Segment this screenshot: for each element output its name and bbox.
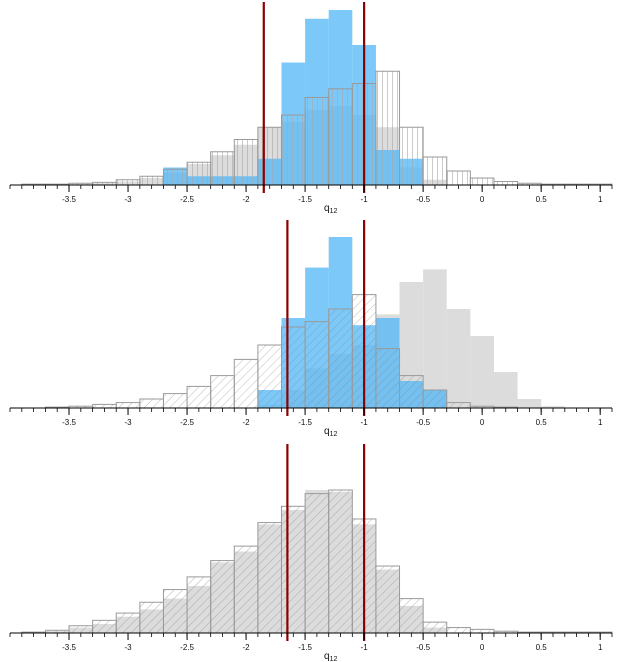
histogram-bar bbox=[328, 88, 353, 186]
x-tick-label: -2.5 bbox=[180, 643, 194, 652]
x-tick-label: -2 bbox=[243, 643, 251, 652]
x-tick-label: 0.5 bbox=[536, 195, 548, 204]
histogram-bar bbox=[422, 389, 448, 409]
histogram-bar bbox=[446, 402, 471, 409]
histogram-bar bbox=[115, 402, 141, 409]
x-axis-label: q12 bbox=[324, 203, 337, 215]
x-tick-label: -2 bbox=[243, 195, 251, 204]
x-tick-label: 0.5 bbox=[536, 418, 548, 427]
histogram-bar bbox=[257, 126, 282, 186]
histogram-bar bbox=[162, 168, 188, 186]
histogram-bar bbox=[517, 399, 542, 408]
histogram-bar bbox=[399, 126, 424, 186]
histogram-panel-top: -3.5 -3 -2.5 -2 -1.5 -1 -0.5 0 0.5 1 q12 bbox=[9, 2, 613, 215]
histogram-bar bbox=[257, 522, 282, 634]
histogram-bar bbox=[162, 393, 188, 409]
histogram-bar bbox=[280, 114, 306, 186]
x-tick-label: -0.5 bbox=[416, 643, 430, 652]
histogram-bar bbox=[210, 375, 235, 409]
x-axis-label-subscript: 12 bbox=[330, 431, 338, 438]
x-tick-label: -0.5 bbox=[416, 195, 430, 204]
x-tick-label: -1 bbox=[361, 195, 369, 204]
x-tick-label: -3 bbox=[124, 195, 132, 204]
histogram-bar bbox=[541, 406, 565, 408]
x-tick-label: 1 bbox=[598, 643, 603, 652]
x-tick-label: 1 bbox=[598, 418, 603, 427]
x-axis-label-subscript: 12 bbox=[330, 656, 338, 662]
histogram-bar bbox=[304, 493, 330, 634]
x-tick-label: -3 bbox=[124, 643, 132, 652]
histogram-panel-bottom: -3.5 -3 -2.5 -2 -1.5 -1 -0.5 0 0.5 1 q12 bbox=[9, 444, 613, 662]
histogram-bar bbox=[257, 344, 282, 409]
x-tick-label: 0 bbox=[480, 195, 485, 204]
histogram-bar bbox=[139, 398, 164, 409]
histogram-bar bbox=[186, 385, 212, 409]
histogram-bar bbox=[233, 358, 259, 409]
x-tick-label: -3 bbox=[124, 418, 132, 427]
histogram-bar bbox=[280, 505, 306, 634]
series-white-vertical-hatch bbox=[21, 70, 613, 186]
histogram-bar bbox=[186, 161, 212, 186]
histogram-bar bbox=[92, 619, 117, 634]
histogram-bar bbox=[493, 181, 519, 186]
histogram-bar bbox=[139, 601, 164, 634]
histogram-bar bbox=[280, 326, 306, 409]
histogram-bar bbox=[375, 565, 401, 634]
histogram-bar bbox=[115, 612, 141, 634]
histogram-bar bbox=[92, 403, 117, 409]
histogram-bar bbox=[446, 309, 471, 408]
histogram-bar bbox=[469, 177, 495, 186]
histogram-panel-middle: -3.5 -3 -2.5 -2 -1.5 -1 -0.5 0 0.5 1 q12 bbox=[9, 220, 613, 438]
histogram-bar bbox=[186, 576, 212, 634]
histogram-bar bbox=[399, 375, 424, 409]
histogram-bar bbox=[493, 372, 518, 408]
x-tick-label: -0.5 bbox=[416, 418, 430, 427]
x-axis-label-subscript: 12 bbox=[330, 208, 338, 215]
histogram-bar bbox=[470, 336, 494, 408]
x-tick-label: -2.5 bbox=[180, 418, 194, 427]
histogram-bar bbox=[210, 151, 235, 186]
histogram-bar bbox=[233, 139, 259, 186]
histogram-bar bbox=[328, 308, 353, 409]
histogram-bar bbox=[304, 97, 330, 186]
x-tick-label: 0 bbox=[480, 418, 485, 427]
histogram-bar bbox=[304, 321, 330, 409]
x-tick-label: -3.5 bbox=[62, 418, 76, 427]
histogram-bar bbox=[139, 175, 164, 186]
x-tick-label: 0 bbox=[480, 643, 485, 652]
x-tick-label: -3.5 bbox=[62, 195, 76, 204]
histogram-bar bbox=[375, 70, 401, 186]
histogram-bar bbox=[162, 589, 188, 634]
series-gray-diagonal-hatch bbox=[21, 489, 613, 634]
x-tick-label: -3.5 bbox=[62, 643, 76, 652]
x-tick-label: -1.5 bbox=[298, 643, 312, 652]
histogram-bar bbox=[469, 628, 495, 634]
x-axis-label: q12 bbox=[324, 426, 337, 438]
histogram-bar bbox=[115, 179, 141, 186]
histogram-bar bbox=[375, 348, 401, 409]
histogram-bar bbox=[399, 598, 424, 634]
x-tick-label: -1.5 bbox=[298, 195, 312, 204]
histogram-bar bbox=[446, 627, 471, 634]
histogram-bar bbox=[422, 156, 448, 186]
histogram-bar bbox=[210, 560, 235, 634]
histogram-bar bbox=[68, 625, 94, 634]
x-tick-label: -2.5 bbox=[180, 195, 194, 204]
x-tick-label: 0.5 bbox=[536, 643, 548, 652]
x-tick-label: -1 bbox=[361, 643, 369, 652]
x-tick-label: -1.5 bbox=[298, 418, 312, 427]
histogram-bar bbox=[422, 621, 448, 634]
histogram-bar bbox=[423, 269, 447, 408]
x-tick-label: -1 bbox=[361, 418, 369, 427]
x-tick-label: -2 bbox=[243, 418, 251, 427]
x-axis-label: q12 bbox=[324, 651, 337, 662]
histogram-bar bbox=[233, 545, 259, 634]
histogram-bar bbox=[446, 170, 471, 186]
histogram-bar bbox=[328, 489, 353, 634]
x-tick-label: 1 bbox=[598, 195, 603, 204]
